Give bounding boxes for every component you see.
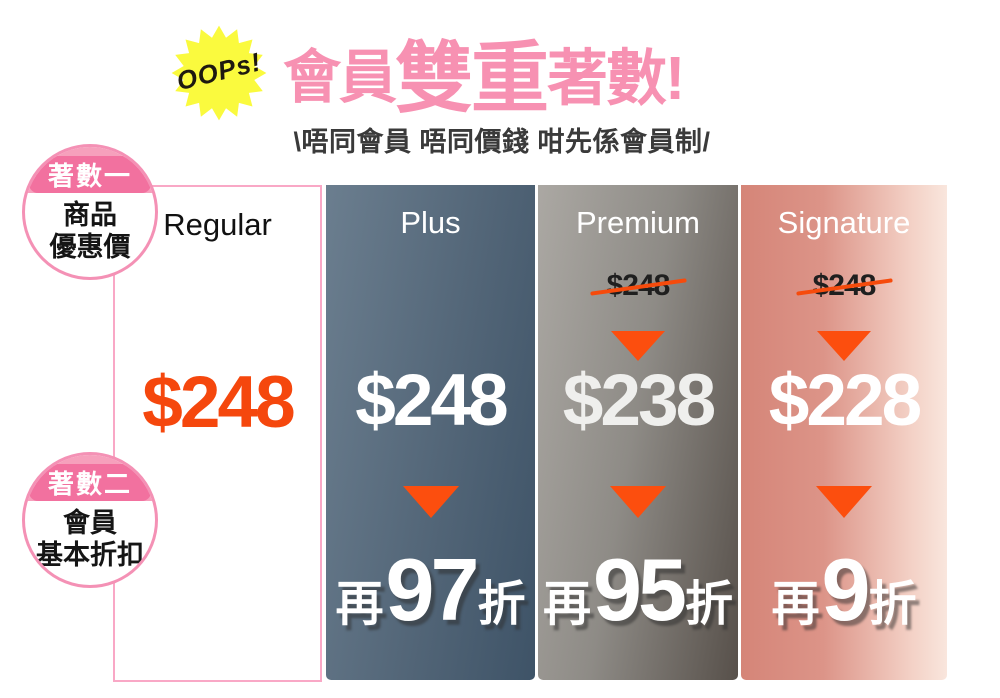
badge-text-line2: 優惠價: [49, 231, 131, 262]
discount-suffix: 折: [477, 578, 526, 631]
down-arrow-icon: [817, 331, 871, 361]
strikethrough-price: $248: [810, 269, 879, 303]
tier-price: $228: [768, 360, 922, 441]
title-part-2: 雙重: [395, 34, 549, 122]
discount-value: 9: [821, 540, 871, 639]
down-arrow-icon: [610, 486, 666, 518]
badge-text: 商品 優惠價: [25, 200, 155, 264]
original-price: $248: [741, 269, 947, 303]
discount-prefix: 再: [335, 578, 384, 631]
oops-burst-badge: OOPs!: [170, 24, 268, 122]
tier-column-regular: Regular $248: [113, 185, 322, 682]
benefit-badge-1: 著數一 商品 優惠價: [22, 144, 158, 280]
badge-text: 會員 基本折扣: [25, 508, 155, 572]
tier-column-signature: Signature $248 $228 再 9 折: [741, 185, 947, 680]
tier-price: $248: [355, 360, 508, 441]
badge-text-line1: 商品: [63, 200, 117, 230]
down-arrow-icon: [402, 486, 459, 518]
badge-ribbon: 著數二: [29, 464, 151, 501]
original-price: $248: [538, 269, 738, 303]
strikethrough-price: $248: [604, 269, 673, 303]
discount-value: 97: [385, 540, 480, 639]
title-part-1: 會員: [283, 45, 397, 110]
tier-column-plus: Plus $248 再 97 折: [326, 185, 535, 680]
tier-name: Premium: [575, 205, 700, 240]
down-arrow-icon: [611, 331, 665, 361]
starburst-icon: [171, 25, 267, 121]
discount-prefix: 再: [543, 578, 592, 631]
extra-discount: 再 97 折: [326, 540, 535, 639]
tier-name: Signature: [777, 205, 911, 240]
promo-subtitle: \唔同會員 唔同價錢 咁先係會員制/: [293, 127, 711, 157]
tier-name: Plus: [400, 205, 461, 240]
pricing-board: Regular $248 Plus $248 再 97 折 Premium $2…: [113, 185, 947, 682]
discount-prefix: 再: [771, 578, 820, 631]
tier-price: $238: [562, 360, 716, 441]
down-arrow-icon: [816, 486, 872, 518]
promo-title: 會員 雙重 著數!: [283, 26, 685, 122]
benefit-badge-2: 著數二 會員 基本折扣: [22, 452, 158, 588]
tier-column-premium: Premium $248 $238 再 95 折: [538, 185, 738, 680]
discount-value: 95: [593, 540, 687, 639]
extra-discount: 再 9 折: [741, 540, 947, 639]
title-part-3: 著數!: [547, 43, 685, 112]
tier-price: $248: [142, 362, 295, 443]
extra-discount: 再 95 折: [538, 540, 738, 639]
badge-text-line1: 會員: [63, 508, 117, 538]
discount-suffix: 折: [684, 578, 733, 631]
badge-ribbon: 著數一: [29, 156, 151, 193]
tier-name: Regular: [163, 207, 272, 242]
discount-suffix: 折: [868, 578, 917, 631]
badge-text-line2: 基本折扣: [36, 539, 144, 570]
